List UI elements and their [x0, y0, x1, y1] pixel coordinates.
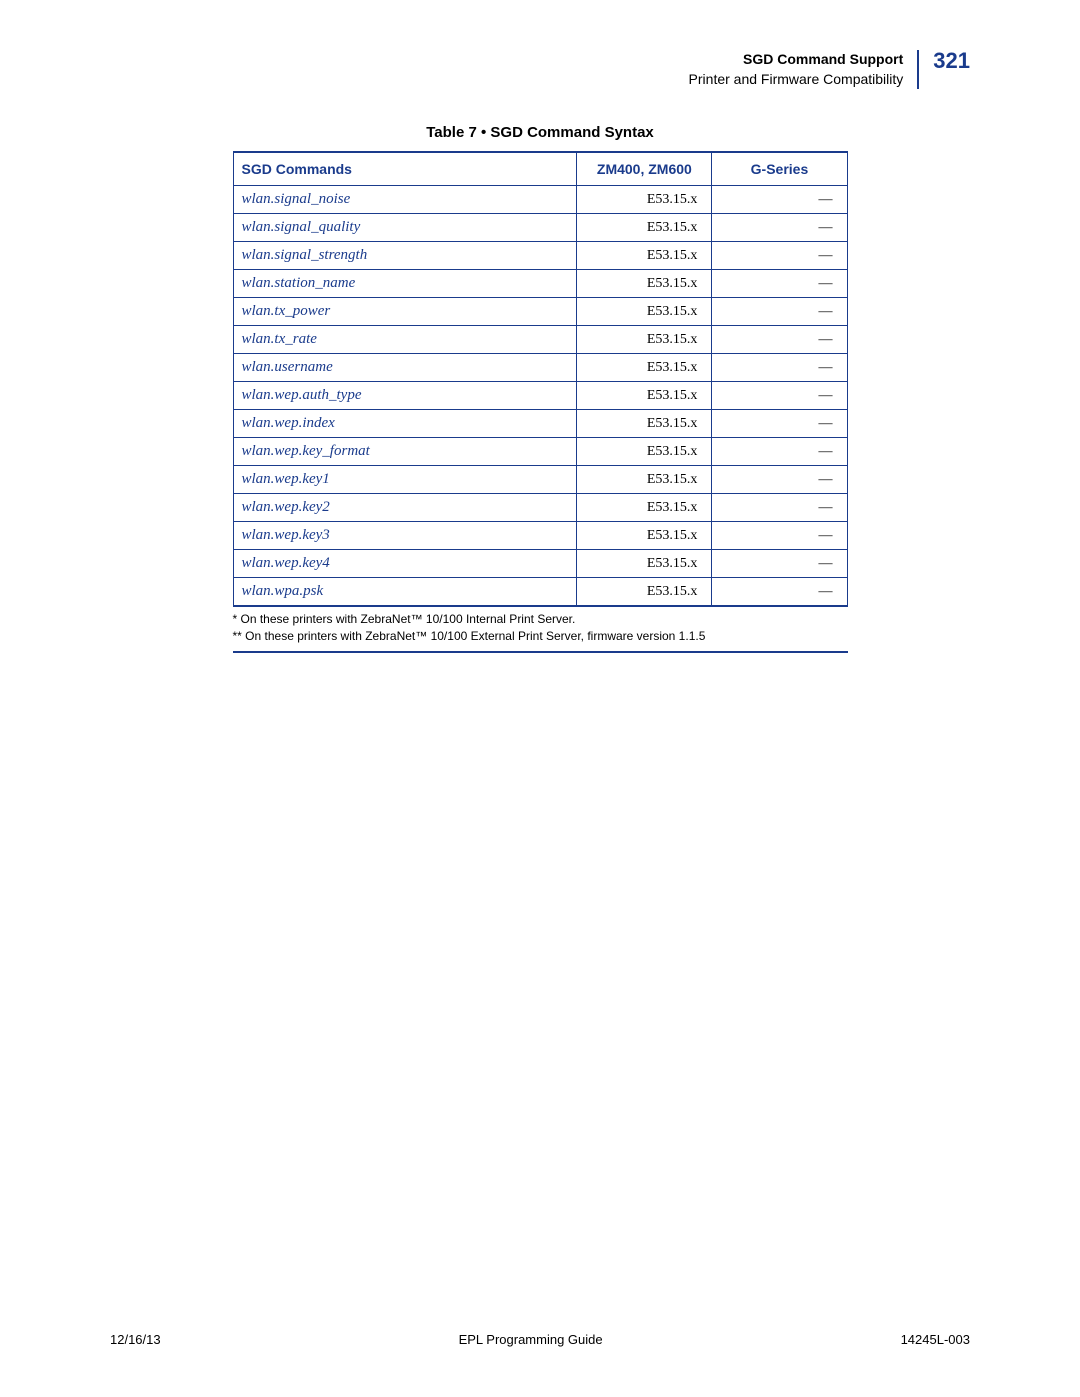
cell-zm: E53.15.x	[577, 578, 712, 607]
table-row: wlan.wep.key_formatE53.15.x—	[233, 438, 847, 466]
table-header-row: SGD Commands ZM400, ZM600 G-Series	[233, 152, 847, 186]
cell-command: wlan.signal_noise	[233, 186, 577, 214]
sgd-table: SGD Commands ZM400, ZM600 G-Series wlan.…	[233, 151, 848, 607]
cell-zm: E53.15.x	[577, 326, 712, 354]
table-row: wlan.wep.key1E53.15.x—	[233, 466, 847, 494]
cell-command: wlan.username	[233, 354, 577, 382]
header-title: SGD Command Support	[689, 50, 904, 70]
page-footer: 12/16/13 EPL Programming Guide 14245L-00…	[110, 1332, 970, 1347]
footnote-1: * On these printers with ZebraNet™ 10/10…	[233, 611, 848, 628]
table-row: wlan.wep.key2E53.15.x—	[233, 494, 847, 522]
cell-zm: E53.15.x	[577, 298, 712, 326]
table-row: wlan.signal_qualityE53.15.x—	[233, 214, 847, 242]
cell-gseries: —	[712, 466, 847, 494]
cell-command: wlan.signal_strength	[233, 242, 577, 270]
cell-zm: E53.15.x	[577, 522, 712, 550]
table-row: wlan.wep.auth_typeE53.15.x—	[233, 382, 847, 410]
cell-zm: E53.15.x	[577, 550, 712, 578]
cell-gseries: —	[712, 186, 847, 214]
cell-gseries: —	[712, 550, 847, 578]
col-header-commands: SGD Commands	[233, 152, 577, 186]
cell-gseries: —	[712, 522, 847, 550]
cell-command: wlan.wep.key2	[233, 494, 577, 522]
cell-gseries: —	[712, 382, 847, 410]
table-row: wlan.usernameE53.15.x—	[233, 354, 847, 382]
cell-gseries: —	[712, 298, 847, 326]
cell-zm: E53.15.x	[577, 438, 712, 466]
cell-zm: E53.15.x	[577, 186, 712, 214]
footer-doc-id: 14245L-003	[901, 1332, 970, 1347]
cell-gseries: —	[712, 578, 847, 607]
cell-gseries: —	[712, 354, 847, 382]
cell-gseries: —	[712, 326, 847, 354]
table-row: wlan.station_nameE53.15.x—	[233, 270, 847, 298]
table-row: wlan.wep.key3E53.15.x—	[233, 522, 847, 550]
cell-zm: E53.15.x	[577, 410, 712, 438]
cell-gseries: —	[712, 438, 847, 466]
cell-zm: E53.15.x	[577, 270, 712, 298]
table-row: wlan.wep.indexE53.15.x—	[233, 410, 847, 438]
cell-zm: E53.15.x	[577, 494, 712, 522]
table-row: wlan.signal_strengthE53.15.x—	[233, 242, 847, 270]
footnote-2: ** On these printers with ZebraNet™ 10/1…	[233, 628, 848, 645]
cell-command: wlan.wep.key4	[233, 550, 577, 578]
page-number: 321	[919, 50, 970, 72]
cell-zm: E53.15.x	[577, 354, 712, 382]
table-row: wlan.wpa.pskE53.15.x—	[233, 578, 847, 607]
cell-command: wlan.station_name	[233, 270, 577, 298]
cell-command: wlan.tx_rate	[233, 326, 577, 354]
table-wrapper: SGD Commands ZM400, ZM600 G-Series wlan.…	[233, 151, 848, 653]
table-row: wlan.signal_noiseE53.15.x—	[233, 186, 847, 214]
table-caption: Table 7 • SGD Command Syntax	[110, 124, 970, 141]
table-body: wlan.signal_noiseE53.15.x—wlan.signal_qu…	[233, 186, 847, 607]
cell-command: wlan.wep.index	[233, 410, 577, 438]
cell-command: wlan.tx_power	[233, 298, 577, 326]
cell-zm: E53.15.x	[577, 382, 712, 410]
cell-gseries: —	[712, 494, 847, 522]
table-row: wlan.wep.key4E53.15.x—	[233, 550, 847, 578]
cell-command: wlan.wep.key_format	[233, 438, 577, 466]
cell-command: wlan.signal_quality	[233, 214, 577, 242]
cell-gseries: —	[712, 214, 847, 242]
cell-gseries: —	[712, 410, 847, 438]
footer-title: EPL Programming Guide	[459, 1332, 603, 1347]
page-container: SGD Command Support Printer and Firmware…	[110, 50, 970, 1347]
cell-command: wlan.wep.key1	[233, 466, 577, 494]
table-row: wlan.tx_powerE53.15.x—	[233, 298, 847, 326]
cell-zm: E53.15.x	[577, 242, 712, 270]
header-subtitle: Printer and Firmware Compatibility	[689, 70, 904, 90]
header-text-block: SGD Command Support Printer and Firmware…	[689, 50, 920, 89]
cell-zm: E53.15.x	[577, 466, 712, 494]
cell-command: wlan.wpa.psk	[233, 578, 577, 607]
cell-gseries: —	[712, 242, 847, 270]
table-row: wlan.tx_rateE53.15.x—	[233, 326, 847, 354]
footer-date: 12/16/13	[110, 1332, 161, 1347]
cell-gseries: —	[712, 270, 847, 298]
col-header-zm: ZM400, ZM600	[577, 152, 712, 186]
footnotes: * On these printers with ZebraNet™ 10/10…	[233, 611, 848, 653]
cell-command: wlan.wep.key3	[233, 522, 577, 550]
cell-command: wlan.wep.auth_type	[233, 382, 577, 410]
cell-zm: E53.15.x	[577, 214, 712, 242]
col-header-gseries: G-Series	[712, 152, 847, 186]
page-header: SGD Command Support Printer and Firmware…	[110, 50, 970, 89]
